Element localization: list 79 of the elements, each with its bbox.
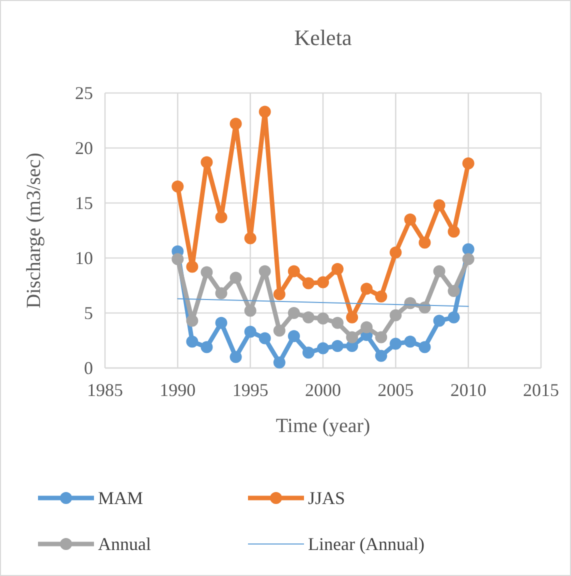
legend-label: Annual <box>98 534 151 554</box>
point <box>433 265 446 278</box>
point <box>433 199 446 212</box>
point <box>404 336 416 348</box>
y-tick-label: 10 <box>75 248 93 268</box>
point <box>418 341 431 354</box>
point <box>200 266 213 278</box>
point <box>448 226 460 238</box>
point <box>230 118 242 130</box>
point <box>215 316 228 329</box>
point <box>288 330 300 342</box>
point <box>200 341 213 354</box>
y-tick-label: 5 <box>84 303 93 323</box>
point <box>244 232 256 244</box>
point <box>448 285 460 297</box>
point <box>186 336 198 348</box>
x-tick-label: 2015 <box>523 380 559 400</box>
point <box>375 290 388 302</box>
point <box>375 350 388 362</box>
legend-label: MAM <box>98 488 144 508</box>
legend-label: JJAS <box>308 488 346 508</box>
y-axis-title: Discharge (m3/sec) <box>23 152 45 308</box>
point <box>230 351 242 363</box>
x-tick-label: 2000 <box>305 380 341 400</box>
point <box>244 304 256 317</box>
legend-label: Linear (Annual) <box>308 534 424 554</box>
point <box>332 263 344 275</box>
point <box>273 288 286 300</box>
point <box>172 180 184 192</box>
y-tick-label: 0 <box>84 358 93 378</box>
x-tick-label: 2010 <box>450 380 486 400</box>
chart-title: Keleta <box>294 25 352 50</box>
point <box>273 356 286 368</box>
point <box>332 340 344 352</box>
point <box>258 106 271 118</box>
y-tick-label: 15 <box>75 193 93 213</box>
point <box>302 311 314 324</box>
y-tick-label: 25 <box>75 83 93 103</box>
point <box>273 324 286 337</box>
point <box>288 307 300 319</box>
point <box>418 302 431 314</box>
x-tick-label: 2005 <box>378 380 414 400</box>
point <box>404 214 416 226</box>
point <box>390 309 402 322</box>
point <box>332 316 344 329</box>
point <box>317 342 329 354</box>
point <box>258 265 271 278</box>
point <box>346 331 358 344</box>
point <box>244 326 256 338</box>
point <box>390 246 402 258</box>
point <box>186 260 198 273</box>
point <box>215 211 228 224</box>
point <box>302 277 314 290</box>
point <box>375 331 388 344</box>
point <box>258 332 271 344</box>
point <box>317 312 329 324</box>
point <box>390 338 402 350</box>
point <box>462 157 474 170</box>
point <box>418 236 431 249</box>
point <box>360 282 373 295</box>
point <box>346 311 358 324</box>
point <box>433 314 446 327</box>
point <box>448 311 460 324</box>
point <box>288 265 300 278</box>
y-tick-label: 20 <box>75 138 93 158</box>
point <box>462 243 474 256</box>
point <box>200 156 213 168</box>
point <box>302 346 314 359</box>
point <box>186 314 198 327</box>
point <box>360 321 373 334</box>
x-tick-label: 1985 <box>87 380 123 400</box>
point <box>317 276 329 288</box>
point <box>215 287 228 300</box>
x-tick-label: 1995 <box>232 380 268 400</box>
x-tick-label: 1990 <box>160 380 196 400</box>
point <box>230 272 242 284</box>
point <box>462 253 474 266</box>
point <box>172 253 184 266</box>
x-axis-title: Time (year) <box>276 415 370 437</box>
